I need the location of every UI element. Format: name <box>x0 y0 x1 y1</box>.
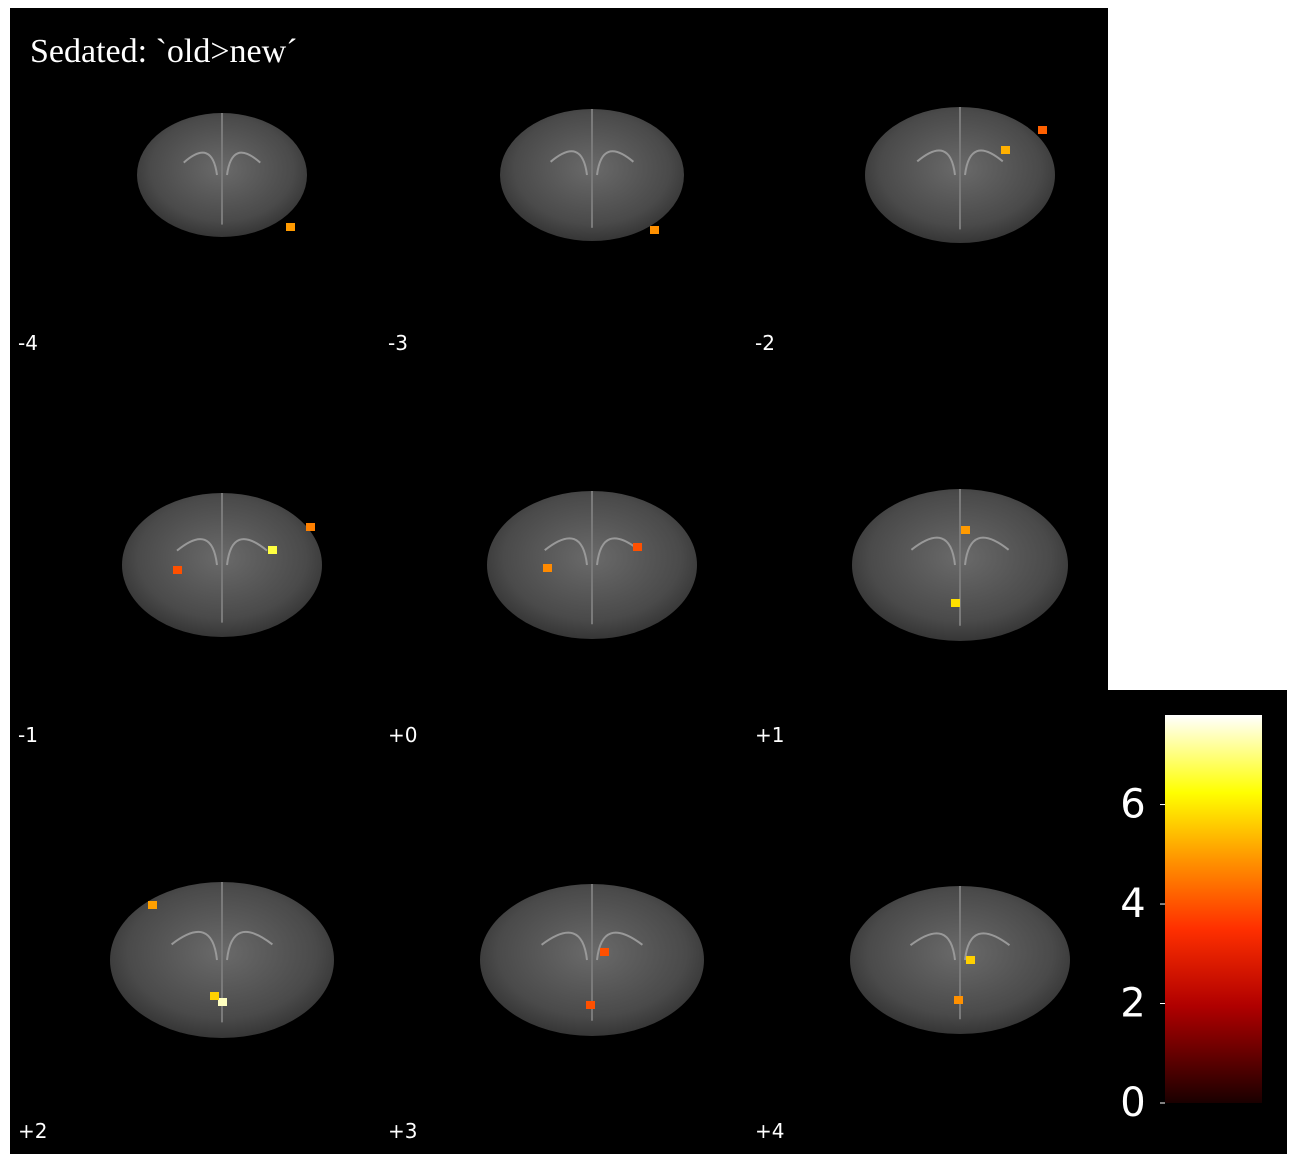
activation <box>286 223 295 231</box>
slice-label: -3 <box>388 331 408 355</box>
activation <box>210 992 219 1000</box>
activation <box>951 599 960 607</box>
brain-slice <box>865 107 1055 243</box>
brain-slice <box>850 886 1070 1034</box>
colorbar-tick-label: 2 <box>1120 981 1145 1027</box>
activation <box>218 998 227 1006</box>
slice-label: +1 <box>755 723 784 747</box>
activation <box>633 543 642 551</box>
slice-label: +2 <box>18 1119 47 1143</box>
colorbar-tick-label: 4 <box>1120 881 1145 927</box>
brain-slice <box>137 113 307 237</box>
brain-slice <box>852 489 1068 641</box>
figure-canvas: Sedated: `old>new´ -4 -3 -2 -1 +0 +1 +2 +3 +4 0 2… <box>0 0 1296 1154</box>
slice-label: -1 <box>18 723 38 747</box>
colorbar-tick-label: 6 <box>1120 782 1145 828</box>
activation <box>954 996 963 1004</box>
brain-slice <box>500 109 684 241</box>
slice-label: -2 <box>755 331 775 355</box>
figure-title: Sedated: `old>new´ <box>30 33 297 70</box>
colorbar <box>1165 715 1262 1103</box>
activation <box>148 901 157 909</box>
brain-slice <box>110 882 334 1038</box>
activation <box>961 526 970 534</box>
slice-label: +4 <box>755 1119 784 1143</box>
colorbar-tick-label: 0 <box>1120 1080 1145 1126</box>
activation <box>586 1001 595 1009</box>
activation <box>543 564 552 572</box>
activation <box>600 948 609 956</box>
activation <box>173 566 182 574</box>
slice-label: +3 <box>388 1119 417 1143</box>
activation <box>268 546 277 554</box>
activation <box>966 956 975 964</box>
brain-slice <box>487 491 697 639</box>
slice-label: +0 <box>388 723 417 747</box>
activation <box>1038 126 1047 134</box>
brain-slice <box>122 493 322 637</box>
slice-label: -4 <box>18 331 38 355</box>
figure: Sedated: `old>new´ -4 -3 -2 -1 +0 +1 +2 +3 +4 0 2… <box>0 0 1296 1154</box>
activation <box>650 226 659 234</box>
brain-slice <box>480 884 704 1036</box>
activation <box>1001 146 1010 154</box>
activation <box>306 523 315 531</box>
